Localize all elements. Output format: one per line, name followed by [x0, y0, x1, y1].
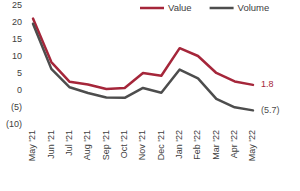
x-tick-label: May '22 — [247, 130, 257, 161]
x-tick-label: Feb '22 — [192, 130, 202, 160]
x-tick-label: Dec '21 — [156, 130, 166, 160]
x-tick-label: Nov '21 — [137, 130, 147, 160]
y-tick-label: 10 — [12, 51, 22, 61]
data-label: 1.8 — [261, 79, 274, 89]
legend-label: Volume — [238, 2, 270, 13]
data-label: (5.7) — [261, 105, 280, 115]
y-tick-label: 15 — [12, 34, 22, 44]
x-tick-label: Aug '21 — [82, 130, 92, 160]
plot-area — [33, 19, 253, 111]
legend-swatch — [140, 7, 164, 10]
x-tick-label: May '21 — [27, 130, 37, 161]
legend-swatch — [210, 7, 234, 10]
y-tick-label: 5 — [17, 68, 22, 78]
x-tick-label: Jun '21 — [46, 130, 56, 159]
x-tick-label: Sep '21 — [101, 130, 111, 160]
y-tick-label: (10) — [6, 119, 22, 129]
x-tick-label: Jul '21 — [64, 130, 74, 156]
y-tick-label: 25 — [12, 0, 22, 10]
y-tick-label: 0 — [17, 85, 22, 95]
series-line — [33, 19, 253, 89]
series-line — [33, 24, 253, 111]
chart: (10) (5) 0 5 10 15 20 25 May '21 Jun '21 Jul '21 Au… — [0, 0, 300, 191]
legend-label: Value — [168, 2, 192, 13]
x-tick-label: Jan '22 — [174, 130, 184, 159]
x-tick-label: Apr '22 — [229, 130, 239, 158]
x-tick-label: Oct '21 — [119, 130, 129, 158]
y-tick-label: (5) — [11, 102, 22, 112]
x-tick-label: Mar '22 — [211, 130, 221, 160]
y-tick-label: 20 — [12, 17, 22, 27]
